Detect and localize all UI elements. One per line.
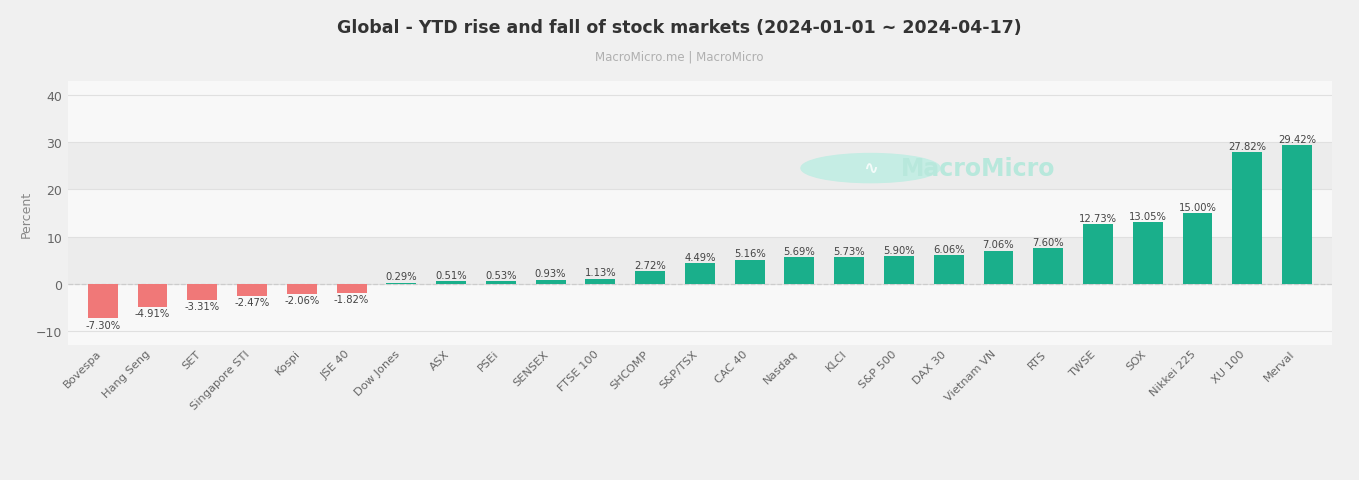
Bar bbox=[436, 282, 466, 284]
Text: 0.51%: 0.51% bbox=[435, 271, 467, 281]
Text: -3.31%: -3.31% bbox=[185, 301, 220, 311]
Text: Global - YTD rise and fall of stock markets (2024-01-01 ~ 2024-04-17): Global - YTD rise and fall of stock mark… bbox=[337, 19, 1022, 37]
Text: ∿: ∿ bbox=[863, 160, 878, 178]
Bar bbox=[883, 256, 913, 284]
Text: 5.90%: 5.90% bbox=[883, 245, 915, 255]
Text: 2.72%: 2.72% bbox=[635, 260, 666, 270]
Bar bbox=[137, 284, 167, 308]
Text: -4.91%: -4.91% bbox=[135, 309, 170, 319]
Bar bbox=[487, 282, 516, 284]
Bar bbox=[1182, 214, 1212, 284]
Bar bbox=[68, 237, 1332, 284]
Bar bbox=[735, 260, 765, 284]
Text: -2.06%: -2.06% bbox=[284, 295, 319, 305]
Text: 5.16%: 5.16% bbox=[734, 249, 765, 259]
Bar bbox=[68, 143, 1332, 190]
Bar bbox=[934, 256, 964, 284]
Bar bbox=[236, 284, 266, 296]
Y-axis label: Percent: Percent bbox=[20, 190, 33, 237]
Text: MacroMicro.me | MacroMicro: MacroMicro.me | MacroMicro bbox=[595, 50, 764, 63]
Bar bbox=[1282, 145, 1311, 284]
Text: 5.73%: 5.73% bbox=[833, 246, 864, 256]
Text: 15.00%: 15.00% bbox=[1178, 203, 1216, 213]
Text: 0.93%: 0.93% bbox=[535, 269, 567, 279]
Bar bbox=[88, 284, 118, 319]
Circle shape bbox=[800, 154, 940, 183]
Bar bbox=[1083, 224, 1113, 284]
Text: 7.06%: 7.06% bbox=[983, 240, 1014, 250]
Bar bbox=[784, 257, 814, 284]
Text: 1.13%: 1.13% bbox=[584, 268, 616, 278]
Bar bbox=[535, 280, 565, 284]
Bar bbox=[1133, 223, 1163, 284]
Bar bbox=[834, 257, 864, 284]
Text: 4.49%: 4.49% bbox=[684, 252, 716, 262]
Bar bbox=[685, 263, 715, 284]
Text: MacroMicro: MacroMicro bbox=[901, 157, 1055, 180]
Bar bbox=[188, 284, 217, 300]
Bar bbox=[635, 272, 665, 284]
Text: 0.29%: 0.29% bbox=[386, 272, 417, 282]
Bar bbox=[337, 284, 367, 293]
Bar bbox=[1033, 249, 1063, 284]
Text: 6.06%: 6.06% bbox=[932, 245, 965, 254]
Bar bbox=[586, 279, 616, 284]
Text: 7.60%: 7.60% bbox=[1033, 237, 1064, 247]
Bar bbox=[386, 283, 416, 284]
Text: 29.42%: 29.42% bbox=[1277, 134, 1316, 144]
Text: 12.73%: 12.73% bbox=[1079, 213, 1117, 223]
Text: 0.53%: 0.53% bbox=[485, 271, 516, 281]
Text: 27.82%: 27.82% bbox=[1229, 142, 1267, 152]
Bar bbox=[287, 284, 317, 294]
Bar bbox=[68, 96, 1332, 143]
Text: 5.69%: 5.69% bbox=[784, 246, 815, 256]
Bar bbox=[68, 284, 1332, 332]
Text: -1.82%: -1.82% bbox=[334, 294, 370, 304]
Text: -2.47%: -2.47% bbox=[235, 297, 269, 307]
Text: -7.30%: -7.30% bbox=[86, 320, 121, 330]
Bar bbox=[68, 190, 1332, 237]
Bar bbox=[984, 251, 1014, 284]
Bar bbox=[1233, 153, 1263, 284]
Text: 13.05%: 13.05% bbox=[1129, 212, 1166, 222]
